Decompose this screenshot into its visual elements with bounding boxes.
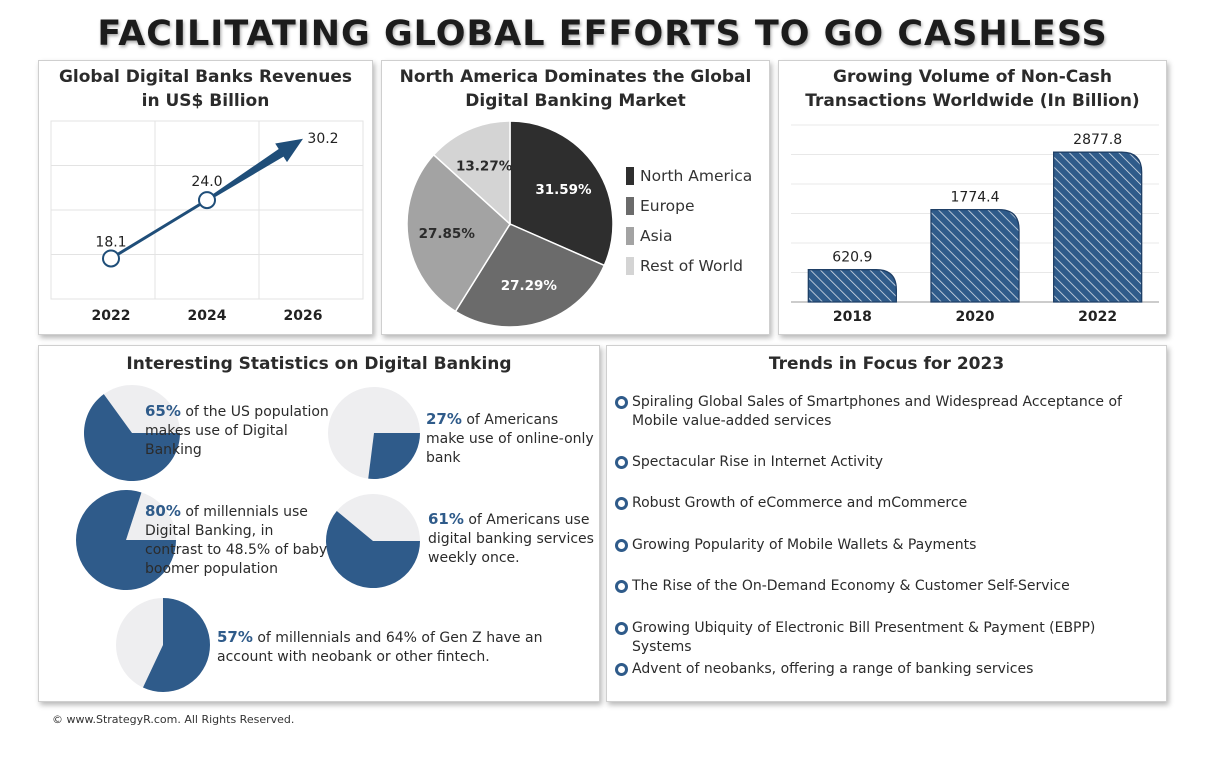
statistics-pies: [76, 385, 420, 692]
trend-item: Robust Growth of eCommerce and mCommerce: [615, 494, 1155, 513]
bar: [1053, 151, 1143, 303]
stat-text: 61% of Americans use digital banking ser…: [428, 510, 600, 568]
trend-item: The Rise of the On-Demand Economy & Cust…: [615, 577, 1155, 596]
stat-percent: 57%: [217, 628, 253, 646]
trend-label: Spiraling Global Sales of Smartphones an…: [632, 394, 1122, 429]
legend-label: Europe: [640, 197, 695, 215]
trend-label: Advent of neobanks, offering a range of …: [632, 661, 1034, 677]
legend-item: Europe: [626, 191, 752, 221]
pie-slice: [406, 153, 511, 313]
x-tick-label: 2024: [188, 308, 227, 324]
bullet-ring-icon: [615, 580, 628, 593]
trend-item: Growing Popularity of Mobile Wallets & P…: [615, 536, 1155, 555]
data-label: 30.2: [307, 131, 338, 147]
stat-description: of Americans make use of online-only ban…: [426, 412, 594, 466]
trends-panel: Trends in Focus for 2023 Spiraling Globa…: [606, 345, 1167, 702]
bullet-ring-icon: [615, 396, 628, 409]
trend-item: Advent of neobanks, offering a range of …: [615, 660, 1155, 679]
bar: [930, 208, 1020, 303]
slice-label: 27.29%: [501, 278, 558, 294]
data-label: 1774.4: [951, 190, 1000, 206]
stat-pie-fill: [325, 511, 420, 589]
legend-swatch: [626, 227, 634, 245]
statistics-panel-title: Interesting Statistics on Digital Bankin…: [126, 354, 512, 374]
page-title: FACILITATING GLOBAL EFFORTS TO GO CASHLE…: [97, 14, 1108, 54]
trend-label: Growing Popularity of Mobile Wallets & P…: [632, 537, 977, 553]
transaction-volume-panel: Growing Volume of Non-Cash Transactions …: [778, 60, 1167, 335]
legend-label: North America: [640, 167, 753, 185]
stat-description: of millennials and 64% of Gen Z have an …: [217, 630, 543, 665]
trend-label: Spectacular Rise in Internet Activity: [632, 454, 883, 470]
legend-item: Asia: [626, 221, 752, 251]
stat-text: 80% of millennials use Digital Banking, …: [145, 502, 330, 579]
legend-swatch: [626, 167, 634, 185]
transaction-volume-panel-title: Growing Volume of Non-Cash Transactions …: [805, 67, 1140, 111]
x-tick-label: 2020: [956, 309, 995, 325]
legend-swatch: [626, 197, 634, 215]
series-line-segment: [110, 198, 208, 260]
legend-item: North America: [626, 161, 752, 191]
data-label: 620.9: [832, 250, 872, 266]
bullet-ring-icon: [615, 622, 628, 635]
x-tick-label: 2026: [284, 308, 323, 324]
stat-description: of millennials use Digital Banking, in c…: [145, 504, 328, 577]
bullet-ring-icon: [615, 497, 628, 510]
x-tick-label: 2022: [92, 308, 131, 324]
bullet-ring-icon: [615, 456, 628, 469]
series-line-arrow: [206, 138, 303, 202]
trend-label: Robust Growth of eCommerce and mCommerce: [632, 495, 968, 511]
trends-panel-title: Trends in Focus for 2023: [768, 354, 1005, 374]
trend-item: Spectacular Rise in Internet Activity: [615, 453, 1155, 472]
slice-label: 27.85%: [419, 226, 476, 242]
legend-swatch: [626, 257, 634, 275]
stat-pie-fill: [368, 433, 420, 480]
pie-legend: North America Europe Asia Rest of World: [626, 161, 752, 281]
stat-percent: 80%: [145, 502, 181, 520]
pie-slice: [509, 120, 614, 267]
stat-percent: 65%: [145, 402, 181, 420]
pie-slice: [432, 120, 511, 226]
transaction-volume-bar-chart: 620.9 2018 1774.4 2020 2877.8 2022: [791, 124, 1159, 325]
stat-pie-fill: [76, 490, 176, 591]
data-point: [198, 191, 216, 210]
x-tick-label: 2022: [1078, 309, 1117, 325]
stat-text: 57% of millennials and 64% of Gen Z have…: [217, 628, 547, 667]
trend-item: Growing Ubiquity of Electronic Bill Pres…: [615, 619, 1155, 657]
revenue-panel: Global Digital Banks Revenues in US$ Bil…: [38, 60, 373, 335]
stat-text: 65% of the US population makes use of Di…: [145, 402, 330, 460]
stat-text: 27% of Americans make use of online-only…: [426, 410, 601, 468]
market-share-pie-chart: 31.59% 27.29% 27.85% 13.27%: [406, 120, 614, 328]
market-share-panel: North America Dominates the Global Digit…: [381, 60, 770, 335]
market-share-panel-title: North America Dominates the Global Digit…: [399, 67, 752, 111]
legend-item: Rest of World: [626, 251, 752, 281]
stat-percent: 27%: [426, 410, 462, 428]
data-label: 2877.8: [1073, 132, 1122, 148]
data-point: [102, 249, 120, 268]
trend-label: Growing Ubiquity of Electronic Bill Pres…: [632, 620, 1096, 655]
data-label: 24.0: [191, 174, 222, 190]
slice-label: 13.27%: [456, 159, 513, 175]
legend-label: Rest of World: [640, 257, 743, 275]
bar: [807, 269, 897, 303]
revenue-panel-title: Global Digital Banks Revenues in US$ Bil…: [58, 67, 353, 111]
stat-pie-fill: [83, 394, 180, 482]
trend-item: Spiraling Global Sales of Smartphones an…: [615, 393, 1155, 431]
x-tick-label: 2018: [833, 309, 872, 325]
stat-description: of Americans use digital banking service…: [428, 512, 594, 566]
bullet-ring-icon: [615, 539, 628, 552]
statistics-panel: Interesting Statistics on Digital Bankin…: [38, 345, 600, 702]
bullet-ring-icon: [615, 663, 628, 676]
legend-label: Asia: [640, 227, 673, 245]
slice-label: 31.59%: [535, 182, 592, 198]
pie-slice: [454, 223, 606, 328]
copyright-footer: © www.StrategyR.com. All Rights Reserved…: [52, 713, 295, 726]
stat-percent: 61%: [428, 510, 464, 528]
data-label: 18.1: [95, 234, 126, 250]
revenue-line-chart: 18.1 2022 24.0 2024 30.2 2026: [50, 120, 364, 324]
stat-description: of the US population makes use of Digita…: [145, 404, 329, 458]
trend-label: The Rise of the On-Demand Economy & Cust…: [632, 578, 1070, 594]
stat-pie-fill: [142, 598, 210, 692]
